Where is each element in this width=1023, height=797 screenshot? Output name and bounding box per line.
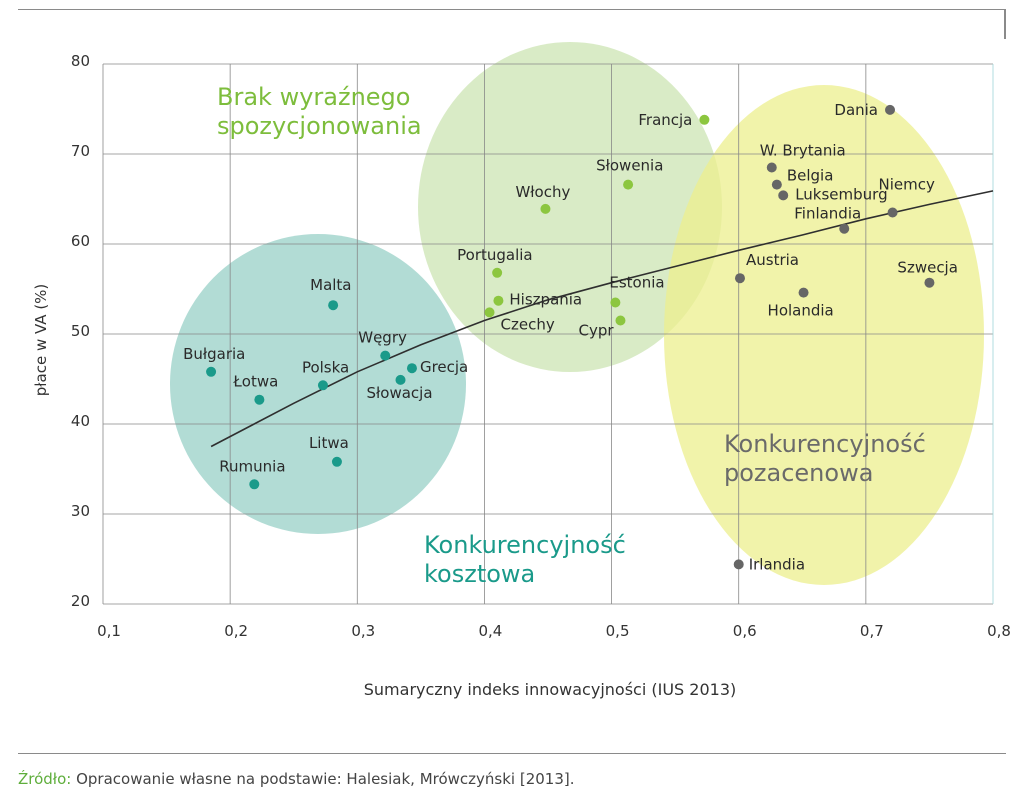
point-label: Rumunia [219,457,285,475]
bottom-rule [18,753,1006,754]
data-point [615,315,626,326]
x-tick-label: 0,1 [97,622,121,640]
region-label-line: Konkurencyjność [424,531,626,559]
point-label: Węgry [358,329,407,347]
data-point [771,179,782,190]
data-point [839,223,850,234]
point-label: W. Brytania [760,142,846,160]
trendline-group [210,190,994,448]
grid [102,63,994,605]
y-tick-label: 30 [71,502,90,520]
region-label-line: kosztowa [424,560,535,588]
data-point [406,363,417,374]
data-point [798,287,809,298]
y-tick-label: 20 [71,592,90,610]
source-label: Źródło: [18,770,72,788]
region-label-line: Konkurencyjność [724,430,926,458]
data-points: Bułgaria Łotwa Rumunia Polska Malta Litwa Węgr… [183,101,958,574]
point-label: Włochy [515,183,570,201]
point-label: Finlandia [794,205,861,223]
x-tick-label: 0,8 [987,622,1011,640]
y-tick-label: 80 [71,52,90,70]
cluster-bubbles [170,42,984,585]
point-label: Słowacja [367,384,433,402]
data-point [887,207,898,218]
point-label: Słowenia [596,157,663,175]
data-point [540,203,551,214]
trendline [210,190,994,448]
point-label: Polska [302,358,349,376]
point-label: Francja [638,111,692,129]
point-label: Łotwa [232,373,278,391]
point-label: Irlandia [749,555,805,573]
point-label: Austria [746,251,799,269]
region-label-line: spozycjonowania [217,112,422,140]
point-label: Belgia [787,167,834,185]
x-tick-label: 0,3 [351,622,375,640]
data-point [328,300,339,311]
data-point [249,479,260,490]
x-tick-label: 0,4 [478,622,502,640]
data-point [610,297,621,308]
y-tick-label: 50 [71,322,90,340]
y-tick-label: 70 [71,142,90,160]
point-label: Grecja [420,358,468,376]
y-tick-label: 40 [71,412,90,430]
data-point [733,559,744,570]
data-point [924,277,935,288]
x-tick-label: 0,7 [860,622,884,640]
point-label: Cypr [578,322,614,340]
point-label: Dania [834,101,878,119]
data-point [699,114,710,125]
region-label-line: Brak wyraźnego [217,83,410,111]
source-note: Źródło: Opracowanie własne na podstawie:… [18,770,575,788]
data-point [484,307,495,318]
data-point [623,179,634,190]
bubble-kosztowa [170,234,466,534]
data-point [206,366,217,377]
point-label: Niemcy [879,176,935,194]
data-point [885,104,896,115]
data-point [380,350,391,361]
point-label: Holandia [768,302,834,320]
axes: 20 30 40 50 60 70 80 0,1 0,2 0,3 0,4 0,5 0,6 0,7 0,8 [71,52,1011,640]
point-label: Bułgaria [183,345,245,363]
point-label: Portugalia [457,246,532,264]
data-point [493,295,504,306]
y-axis-title: płace w VA (%) [32,284,50,397]
source-text: Opracowanie własne na podstawie: Halesia… [71,770,575,788]
bubble-pozacenowa [664,85,984,585]
x-axis-title: Sumaryczny indeks innowacyjności (IUS 20… [364,680,736,699]
point-label: Szwecja [897,259,958,277]
data-point [492,267,503,278]
point-label: Estonia [609,274,664,292]
scatter-chart: 20 30 40 50 60 70 80 0,1 0,2 0,3 0,4 0,5 0,6 0,7 0,8 B… [32,42,1011,699]
top-rule-tick [1004,9,1006,39]
data-point [778,190,789,201]
bubble-brak [418,42,722,372]
x-tick-label: 0,2 [224,622,248,640]
data-point [395,374,406,385]
data-point [331,456,342,467]
data-point [766,162,777,173]
point-label: Litwa [309,434,349,452]
point-label: Luksemburg [795,185,887,203]
data-point [254,394,265,405]
x-tick-label: 0,5 [606,622,630,640]
region-label-line: pozacenowa [724,459,873,487]
x-tick-label: 0,6 [733,622,757,640]
point-label: Czechy [501,315,555,333]
point-label: Malta [310,276,351,294]
top-rule [18,9,1006,10]
data-point [317,380,328,391]
point-label: Hiszpania [509,291,582,309]
data-point [734,273,745,284]
y-tick-label: 60 [71,232,90,250]
